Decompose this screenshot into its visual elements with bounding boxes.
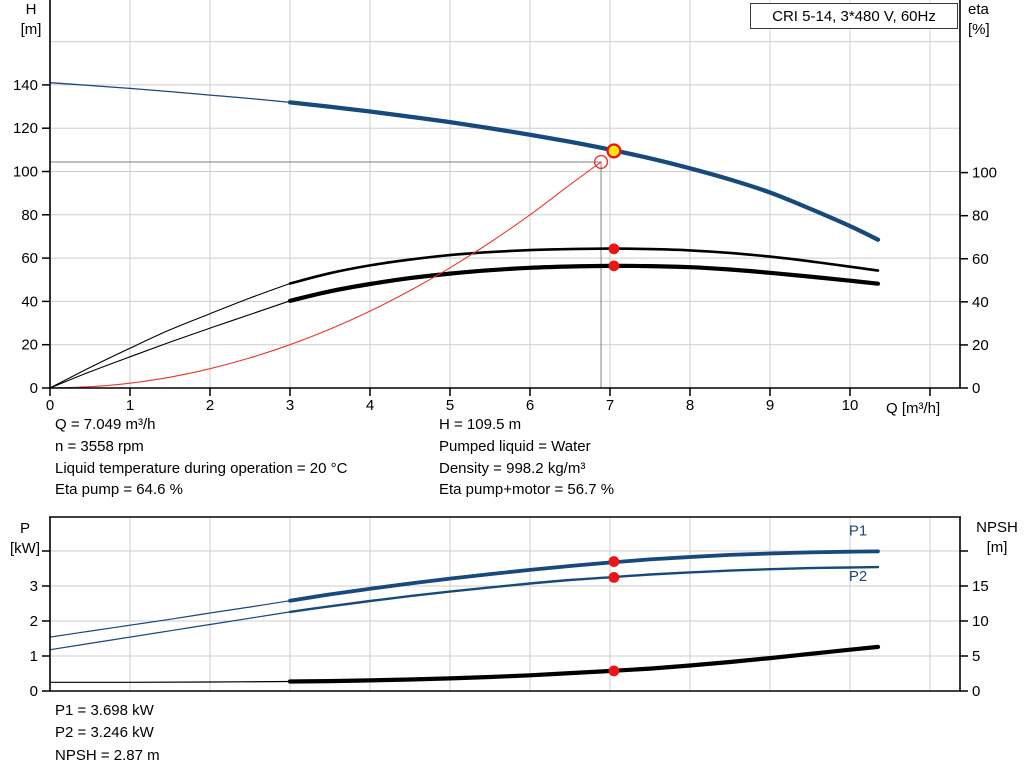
- eta-axis-label: eta [%]: [968, 0, 1014, 40]
- annotation-pumped-liquid: Pumped liquid = Water: [439, 437, 591, 455]
- duty-annotations-right: H = 109.5 m Pumped liquid = Water Densit…: [439, 414, 614, 501]
- eta-pump-motor-curve-thin: [49, 300, 291, 389]
- x-tick-label: 10: [842, 397, 859, 414]
- eta-pump-point: [608, 243, 620, 255]
- left-tick-label: 40: [21, 293, 38, 310]
- head-curve: [287, 100, 881, 242]
- p2-curve-thin: [49, 611, 291, 651]
- annotation-speed: n = 3558 rpm: [55, 437, 144, 455]
- p2-point: [608, 571, 620, 583]
- operating-point[interactable]: [606, 143, 622, 159]
- eta-pump-motor-point: [608, 260, 620, 272]
- right-tick-label: 0: [972, 683, 980, 700]
- annotation-eta-pump: Eta pump = 64.6 %: [55, 481, 183, 499]
- right-tick-label: 5: [972, 648, 980, 665]
- head-axis-label-symbol: H: [25, 1, 37, 18]
- left-tick-label: 0: [30, 683, 38, 700]
- annotation-p2: P2 = 3.246 kW: [55, 724, 154, 742]
- annotation-npsh: NPSH = 2.87 m: [55, 746, 160, 764]
- x-tick-label: 1: [126, 397, 134, 414]
- left-tick-label: 80: [21, 207, 38, 224]
- p2-curve-label: P2: [849, 568, 867, 585]
- x-tick-label: 3: [286, 397, 294, 414]
- x-tick-label: 8: [686, 397, 694, 414]
- system-curve: [49, 161, 602, 389]
- head-axis-label: H [m]: [12, 0, 50, 40]
- flow-axis-label: Q [m³/h]: [886, 400, 941, 417]
- pump-title-box: CRI 5-14, 3*480 V, 60Hz: [750, 3, 958, 29]
- left-tick-label: 2: [30, 613, 38, 630]
- right-tick-label: 80: [972, 208, 989, 225]
- left-tick-label: 140: [13, 77, 38, 94]
- annotation-density: Density = 998.2 kg/m³: [439, 459, 586, 477]
- x-tick-label: 2: [206, 397, 214, 414]
- annotation-head: H = 109.5 m: [439, 416, 522, 433]
- right-tick-label: 60: [972, 251, 989, 268]
- npsh-axis-label-symbol: NPSH: [976, 519, 1018, 536]
- head-axis-label-unit: [m]: [20, 21, 42, 38]
- x-tick-label: 5: [446, 397, 454, 414]
- npsh-curve: [287, 644, 881, 684]
- p1-curve-thin: [49, 600, 291, 638]
- p1-curve: [288, 549, 880, 603]
- power-axis-label: P [kW]: [4, 519, 46, 559]
- annotation-flow: Q = 7.049 m³/h: [55, 416, 156, 433]
- p2-curve: [288, 565, 880, 614]
- right-tick-label: 15: [972, 578, 989, 595]
- x-tick-label: 9: [766, 397, 774, 414]
- left-tick-label: 20: [21, 337, 38, 354]
- x-tick-label: 4: [366, 397, 374, 414]
- npsh-axis-label: NPSH [m]: [971, 518, 1023, 558]
- right-tick-label: 100: [972, 165, 997, 182]
- npsh-curve-thin: [49, 680, 291, 683]
- left-tick-label: 100: [13, 164, 38, 181]
- x-tick-label: 7: [606, 397, 614, 414]
- eta-axis-label-symbol: eta: [968, 1, 989, 18]
- left-tick-label: 120: [13, 120, 38, 137]
- annotation-liquid-temperature: Liquid temperature during operation = 20…: [55, 459, 348, 477]
- left-tick-label: 0: [30, 380, 38, 397]
- power-annotations: P1 = 3.698 kW P2 = 3.246 kW NPSH = 2.87 …: [55, 700, 160, 767]
- right-tick-label: 20: [972, 337, 989, 354]
- duty-point[interactable]: [593, 154, 609, 170]
- right-tick-label: 40: [972, 294, 989, 311]
- annotation-p1: P1 = 3.698 kW: [55, 702, 154, 719]
- right-tick-label: 0: [972, 380, 980, 397]
- x-tick-label: 6: [526, 397, 534, 414]
- left-tick-label: 3: [30, 578, 38, 595]
- annotation-eta-pump-motor: Eta pump+motor = 56.7 %: [439, 481, 615, 499]
- duty-annotations-left: Q = 7.049 m³/h n = 3558 rpm Liquid tempe…: [55, 414, 347, 501]
- eta-axis-label-unit: [%]: [968, 21, 990, 38]
- eta-pump-motor-curve: [287, 263, 881, 303]
- x-tick-label: 0: [46, 397, 54, 414]
- power-axis-label-unit: [kW]: [10, 540, 40, 557]
- p1-curve-label: P1: [849, 522, 867, 539]
- eta-pump-curve: [288, 247, 880, 285]
- head-curve-thin: [49, 82, 291, 104]
- npsh-axis-label-unit: [m]: [986, 539, 1008, 556]
- left-tick-label: 60: [21, 250, 38, 267]
- eta-pump-curve-thin: [49, 282, 291, 389]
- left-tick-label: 1: [30, 648, 38, 665]
- npsh-point: [608, 665, 620, 677]
- right-tick-label: 10: [972, 613, 989, 630]
- power-axis-label-symbol: P: [19, 520, 30, 537]
- p1-point: [608, 556, 620, 567]
